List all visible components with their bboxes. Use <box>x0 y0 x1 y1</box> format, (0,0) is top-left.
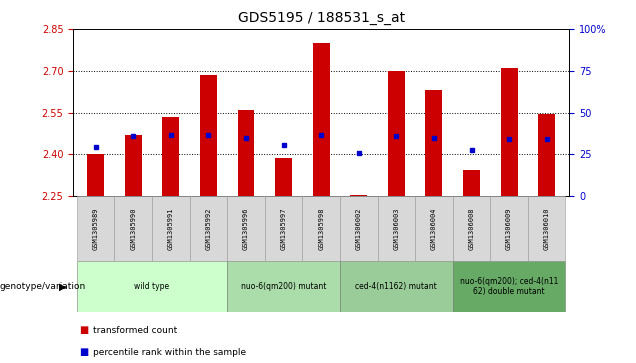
Text: GSM1306010: GSM1306010 <box>544 207 550 250</box>
Bar <box>378 196 415 261</box>
Bar <box>425 90 443 196</box>
Bar <box>190 196 227 261</box>
Bar <box>77 196 114 261</box>
Text: percentile rank within the sample: percentile rank within the sample <box>93 348 247 356</box>
Text: GSM1306004: GSM1306004 <box>431 207 437 250</box>
Bar <box>238 110 254 196</box>
Text: GSM1305997: GSM1305997 <box>280 207 287 250</box>
Text: GSM1306002: GSM1306002 <box>356 207 362 250</box>
Bar <box>340 261 453 312</box>
Bar <box>490 196 528 261</box>
Text: wild type: wild type <box>134 282 170 291</box>
Bar <box>302 196 340 261</box>
Bar <box>313 43 329 196</box>
Text: GSM1305998: GSM1305998 <box>318 207 324 250</box>
Bar <box>453 196 490 261</box>
Bar <box>87 154 104 196</box>
Text: GSM1305990: GSM1305990 <box>130 207 136 250</box>
Bar <box>453 261 565 312</box>
Text: transformed count: transformed count <box>93 326 177 335</box>
Text: GSM1305992: GSM1305992 <box>205 207 211 250</box>
Bar <box>265 196 302 261</box>
Title: GDS5195 / 188531_s_at: GDS5195 / 188531_s_at <box>238 11 404 25</box>
Bar <box>152 196 190 261</box>
Bar <box>528 196 565 261</box>
Bar <box>388 71 404 196</box>
Bar <box>538 114 555 196</box>
Text: ■: ■ <box>80 325 89 335</box>
Text: nuo-6(qm200); ced-4(n11
62) double mutant: nuo-6(qm200); ced-4(n11 62) double mutan… <box>460 277 558 297</box>
Bar <box>162 117 179 196</box>
Text: GSM1306003: GSM1306003 <box>393 207 399 250</box>
Bar <box>227 196 265 261</box>
Bar <box>501 68 518 196</box>
Bar <box>77 261 227 312</box>
Bar <box>350 195 367 196</box>
Text: ▶: ▶ <box>59 282 67 292</box>
Bar <box>415 196 453 261</box>
Text: GSM1305991: GSM1305991 <box>168 207 174 250</box>
Text: GSM1305996: GSM1305996 <box>243 207 249 250</box>
Text: ■: ■ <box>80 347 89 357</box>
Bar <box>125 135 142 196</box>
Bar <box>275 158 292 196</box>
Text: GSM1305989: GSM1305989 <box>93 207 99 250</box>
Text: genotype/variation: genotype/variation <box>0 282 86 291</box>
Bar <box>227 261 340 312</box>
Bar <box>200 75 217 196</box>
Text: GSM1306008: GSM1306008 <box>469 207 474 250</box>
Bar <box>114 196 152 261</box>
Bar <box>463 170 480 196</box>
Bar <box>340 196 378 261</box>
Text: GSM1306009: GSM1306009 <box>506 207 512 250</box>
Text: nuo-6(qm200) mutant: nuo-6(qm200) mutant <box>241 282 326 291</box>
Text: ced-4(n1162) mutant: ced-4(n1162) mutant <box>356 282 437 291</box>
